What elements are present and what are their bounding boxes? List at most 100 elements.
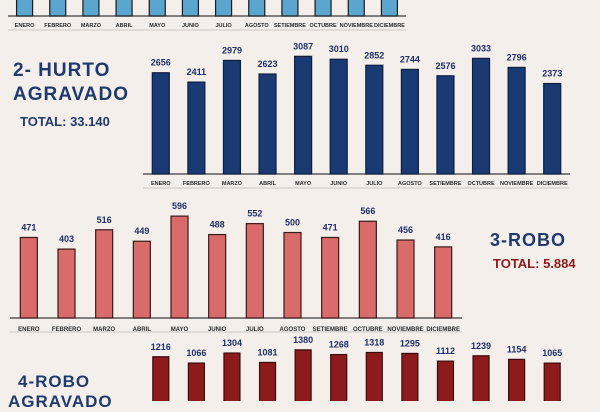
top_chart_partial-category-label: FEBRERO	[44, 23, 72, 29]
top_chart_partial-bar	[347, 0, 365, 17]
robo_agravado-value-label: 1304	[222, 338, 242, 348]
robo_agravado-value-label: 1081	[258, 347, 278, 357]
hurto_agravado-bar	[436, 75, 455, 175]
hurto_agravado-value-label: 3087	[293, 41, 313, 51]
robo_agravado-bar	[258, 361, 277, 401]
robo-value-label: 456	[398, 225, 413, 235]
robo-category-label: DICIEMBRE	[426, 327, 460, 333]
robo_agravado-bar	[152, 356, 170, 401]
robo-bar	[321, 236, 340, 319]
hurto_agravado-bar	[294, 55, 313, 175]
top_chart_partial-bar	[15, 0, 34, 17]
hurto_agravado-category-label: JUNIO	[330, 181, 348, 187]
hurto-title-line1: 2- HURTO	[13, 60, 111, 81]
robo_agravado-value-label: 1268	[329, 340, 349, 350]
hurto_agravado-bar	[365, 64, 384, 175]
robo-category-label: OCTUBRE	[353, 327, 383, 333]
robo-category-label: AGOSTO	[280, 327, 306, 333]
hurto_agravado-value-label: 2373	[542, 69, 562, 79]
robo-category-label: MARZO	[93, 327, 115, 333]
hurto_agravado-category-label: AGOSTO	[398, 181, 422, 187]
top_chart_partial-bar	[181, 0, 200, 17]
top_chart_partial-bar	[214, 0, 233, 17]
robo_agravado-bar	[543, 362, 561, 401]
hurto_agravado-category-label: DICIEMBRE	[537, 181, 568, 187]
robo-bar	[396, 239, 415, 319]
hurto_agravado-category-label: FEBRERO	[183, 181, 211, 187]
top_chart_partial-bar	[281, 0, 299, 17]
top_chart_partial-category-label: OCTUBRE	[309, 23, 337, 29]
charts-svg: ENERO FEBRERO MARZO ABRIL MAYO JUNIO JULIO AGOS…	[8, 0, 570, 401]
robo_agravado-value-label: 1065	[542, 348, 562, 358]
top_chart_partial-category-label: MARZO	[81, 23, 102, 29]
robo_agravado-bar	[472, 355, 490, 401]
hurto_agravado-value-label: 2979	[222, 45, 242, 55]
robo_agravado-bar	[294, 349, 312, 401]
robo-bar	[170, 215, 189, 319]
robo_agravado-value-label: 1216	[151, 342, 171, 352]
hurto_agravado-bar	[151, 72, 170, 175]
robo-agravado-title-line1: 4-ROBO	[18, 372, 91, 391]
robo-category-label: JUNIO	[208, 327, 227, 333]
robo-bar	[132, 240, 151, 319]
hurto_agravado-category-label: ABRIL	[259, 181, 276, 187]
robo-bar	[434, 246, 453, 319]
hurto_agravado-bar	[543, 82, 562, 175]
top_chart_partial-bar	[380, 0, 399, 17]
hurto_agravado-bar	[258, 73, 277, 175]
robo-value-label: 596	[172, 201, 187, 211]
hurto_agravado-value-label: 2744	[400, 54, 420, 64]
robo_agravado-bar	[401, 352, 419, 401]
robo-category-label: JULIO	[246, 327, 264, 333]
robo-value-label: 471	[21, 222, 36, 232]
hurto_agravado-category-label: MARZO	[222, 181, 243, 187]
top_chart_partial-category-label: JULIO	[215, 23, 232, 29]
robo_agravado-bar	[365, 351, 383, 401]
top_chart_partial-category-label: MAYO	[149, 23, 166, 29]
hurto_agravado-category-label: JULIO	[366, 181, 383, 187]
hurto_agravado-bar	[187, 81, 206, 175]
hurto_agravado-category-label: MAYO	[295, 181, 312, 187]
hurto_agravado-value-label: 2796	[507, 52, 527, 62]
top_chart_partial-category-label: JUNIO	[182, 23, 200, 29]
top_chart_partial-category-label: AGOSTO	[245, 23, 269, 29]
top_chart_partial-bar	[49, 0, 67, 17]
top_chart_partial-category-label: ABRIL	[116, 23, 133, 29]
hurto_agravado-category-label: SETIEMBRE	[429, 181, 461, 187]
hurto_agravado-value-label: 2623	[258, 59, 278, 69]
infographic-panel: 2- HURTO AGRAVADO TOTAL: 33.140 3-ROBO T…	[8, 0, 576, 411]
hurto_agravado-bar	[329, 58, 348, 175]
hurto_agravado-value-label: 3010	[329, 44, 349, 54]
robo-bar	[208, 233, 227, 319]
robo-title: 3-ROBO	[490, 230, 567, 250]
robo_agravado-value-label: 1066	[186, 348, 206, 358]
hurto_agravado-bar	[400, 68, 419, 175]
robo-value-label: 566	[360, 206, 375, 216]
top_chart_partial-bar	[148, 0, 166, 17]
robo-bar	[245, 223, 264, 319]
robo-category-label: SETIEMBRE	[313, 327, 348, 333]
hurto-title-line2: AGRAVADO	[13, 84, 130, 105]
top_chart_partial-category-label: ENERO	[15, 23, 35, 29]
hurto_agravado-value-label: 2411	[187, 67, 207, 77]
robo-category-label: FEBRERO	[52, 327, 82, 333]
robo-value-label: 403	[59, 234, 74, 244]
hurto_agravado-bar	[222, 59, 242, 175]
robo_agravado-bar	[223, 352, 241, 401]
robo-bar	[95, 229, 114, 319]
hurto_agravado-bar	[471, 57, 491, 175]
robo_agravado-bar	[187, 362, 205, 401]
robo_agravado-value-label: 1239	[471, 341, 491, 351]
robo-value-label: 500	[285, 218, 300, 228]
robo-total: TOTAL: 5.884	[493, 256, 576, 271]
top_chart_partial-bar	[115, 0, 133, 17]
hurto-total: TOTAL: 33.140	[20, 114, 110, 129]
robo_agravado-value-label: 1154	[507, 344, 527, 354]
robo-value-label: 488	[210, 220, 225, 230]
robo-category-label: ENERO	[18, 327, 40, 333]
top_chart_partial-category-label: DICIEMBRE	[374, 23, 405, 29]
top_chart_partial-bar	[314, 0, 332, 17]
robo-value-label: 449	[134, 226, 149, 236]
robo_agravado-bar	[508, 358, 526, 401]
hurto_agravado-category-label: OCTUBRE	[467, 181, 495, 187]
